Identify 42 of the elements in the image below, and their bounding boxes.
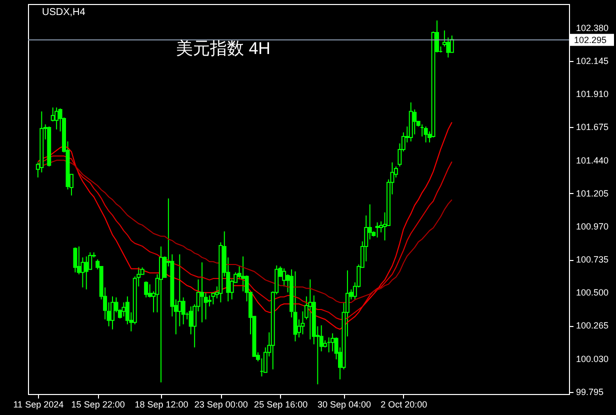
x-tick-label: 18 Sep 12:00 — [134, 400, 188, 410]
y-tick-label: 100.970 — [576, 221, 609, 232]
chart-title: USDX,H4 — [42, 7, 86, 18]
candlestick — [412, 108, 417, 135]
candlestick — [54, 106, 59, 130]
x-tick-label: 23 Sep 00:00 — [194, 400, 248, 410]
x-tick-label: 2 Oct 20:00 — [380, 400, 428, 410]
candlestick — [84, 256, 88, 290]
y-tick-label: 100.500 — [576, 288, 609, 298]
candlestick — [241, 256, 246, 292]
y-tick-label: 100.735 — [576, 254, 609, 265]
line-series — [37, 122, 452, 330]
candlestick — [144, 280, 148, 298]
candlestick — [158, 246, 163, 383]
y-tick-label: 101.205 — [576, 188, 609, 198]
y-tick-label: 99.795 — [576, 386, 604, 397]
x-tick-label: 30 Sep 04:00 — [317, 400, 372, 410]
candlestick — [424, 126, 428, 143]
x-tick-label: 11 Sep 2024 — [13, 400, 64, 410]
candlestick — [375, 222, 380, 238]
candlestick — [308, 278, 312, 340]
candlestick — [73, 246, 78, 273]
y-tick-label: 102.380 — [576, 22, 609, 33]
ref-line-label: 102.295 — [574, 34, 607, 45]
candlestick — [148, 284, 152, 298]
candlestick — [122, 302, 126, 317]
y-tick-label: 102.145 — [576, 56, 609, 66]
candlestick — [76, 246, 81, 275]
candlestick — [50, 106, 55, 122]
y-tick-label: 100.265 — [576, 320, 609, 331]
candlestick — [330, 332, 335, 352]
y-tick-label: 101.910 — [576, 89, 609, 100]
y-tick-label: 101.440 — [576, 155, 609, 166]
candlestick — [293, 270, 298, 342]
x-tick-label: 25 Sep 16:00 — [254, 400, 308, 410]
candlestick — [207, 294, 212, 307]
annotation: 美元指数 4H — [176, 39, 270, 58]
candlestick — [110, 296, 115, 330]
candlestick — [200, 262, 204, 323]
y-tick-label: 101.675 — [576, 122, 609, 132]
y-tick-label: 100.030 — [576, 354, 609, 364]
x-tick-label: 15 Sep 22:00 — [71, 400, 125, 410]
